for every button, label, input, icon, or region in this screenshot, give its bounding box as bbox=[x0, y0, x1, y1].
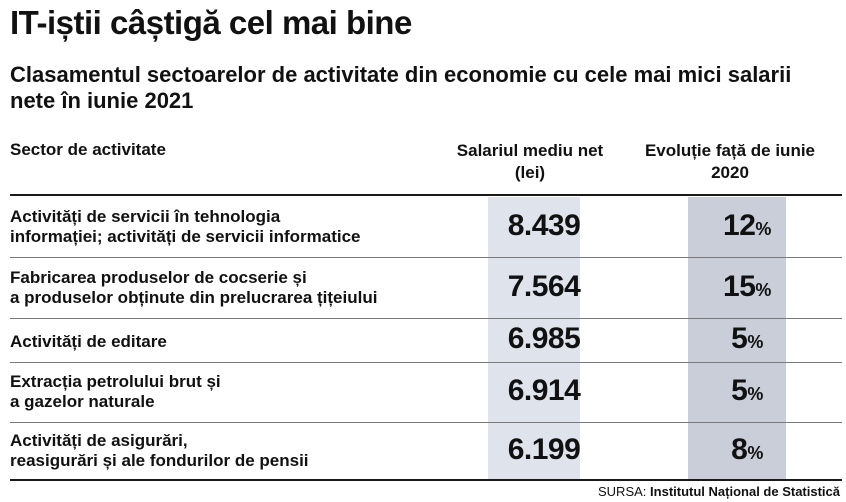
sector-name: Activități de asigurări, reasigurări și a… bbox=[10, 431, 470, 471]
sector-name-line: Activități de editare bbox=[10, 332, 167, 351]
sector-name-line: reasigurări și ale fondurilor de pensii bbox=[10, 450, 309, 470]
source-name: Institutul Național de Statistică bbox=[650, 484, 840, 499]
column-header-salary: Salariul mediu net (lei) bbox=[456, 141, 604, 182]
evolution-number: 15 bbox=[723, 269, 756, 303]
evolution-value: 5% bbox=[688, 322, 806, 356]
column-header-sector: Sector de activitate bbox=[10, 140, 166, 159]
percent-sign: % bbox=[747, 384, 763, 404]
evolution-value: 8% bbox=[688, 433, 806, 467]
evolution-number: 12 bbox=[723, 209, 756, 242]
evolution-value: 12% bbox=[688, 209, 806, 243]
sector-name: Fabricarea produselor de cocserie și a pr… bbox=[10, 268, 470, 308]
sector-name-line: Extracția petrolului brut și bbox=[10, 372, 221, 391]
salary-column-band bbox=[488, 197, 580, 479]
table-row: Fabricarea produselor de cocserie și a pr… bbox=[10, 257, 842, 318]
salary-value: 6.985 bbox=[507, 322, 581, 355]
row-separator bbox=[10, 318, 842, 319]
row-separator bbox=[10, 362, 842, 363]
table-row: Activități de servicii în tehnologia info… bbox=[10, 197, 842, 257]
percent-sign: % bbox=[755, 279, 771, 300]
evolution-number: 5 bbox=[731, 322, 748, 355]
row-separator bbox=[10, 257, 842, 258]
column-header-evolution: Evoluție față de iunie 2020 bbox=[644, 141, 816, 182]
evolution-value: 5% bbox=[688, 374, 806, 408]
percent-sign: % bbox=[747, 332, 763, 352]
table-row: Activități de editare 6.985 5% bbox=[10, 318, 842, 362]
sector-name-line: a gazelor naturale bbox=[10, 392, 155, 411]
chart-title: IT-iștii câștigă cel mai bine bbox=[10, 4, 412, 41]
sector-name-line: Activități de asigurări, bbox=[10, 430, 188, 450]
table-top-rule bbox=[10, 194, 842, 196]
sector-name-line: a produselor obținute din prelucrarea ți… bbox=[10, 287, 378, 307]
salary-value: 6.914 bbox=[507, 374, 581, 407]
chart-subtitle: Clasamentul sectoarelor de activitate di… bbox=[10, 62, 792, 113]
percent-sign: % bbox=[747, 442, 763, 463]
table-row: Activități de asigurări, reasigurări și a… bbox=[10, 422, 842, 479]
salary-value: 8.439 bbox=[507, 209, 581, 242]
source-note: SURSA: Institutul Național de Statistică bbox=[598, 484, 840, 499]
sector-name-line: Fabricarea produselor de cocserie și bbox=[10, 267, 307, 287]
table-bottom-rule bbox=[10, 479, 842, 481]
row-separator bbox=[10, 422, 842, 423]
sector-name-line: Activități de servicii în tehnologia bbox=[10, 207, 281, 226]
sector-name-line: informației; activități de servicii info… bbox=[10, 227, 361, 246]
sector-name: Activități de editare bbox=[10, 332, 470, 352]
evolution-number: 5 bbox=[731, 374, 748, 407]
salary-value: 7.564 bbox=[507, 269, 581, 303]
table-row: Extracția petrolului brut și a gazelor na… bbox=[10, 362, 842, 422]
evolution-number: 8 bbox=[731, 432, 748, 466]
source-label: SURSA: bbox=[598, 484, 647, 499]
evolution-value: 15% bbox=[688, 270, 806, 304]
evolution-column-band bbox=[688, 197, 786, 479]
sector-name: Extracția petrolului brut și a gazelor na… bbox=[10, 372, 470, 412]
sector-name: Activități de servicii în tehnologia info… bbox=[10, 207, 470, 247]
percent-sign: % bbox=[755, 219, 771, 239]
salary-value: 6.199 bbox=[507, 432, 581, 466]
